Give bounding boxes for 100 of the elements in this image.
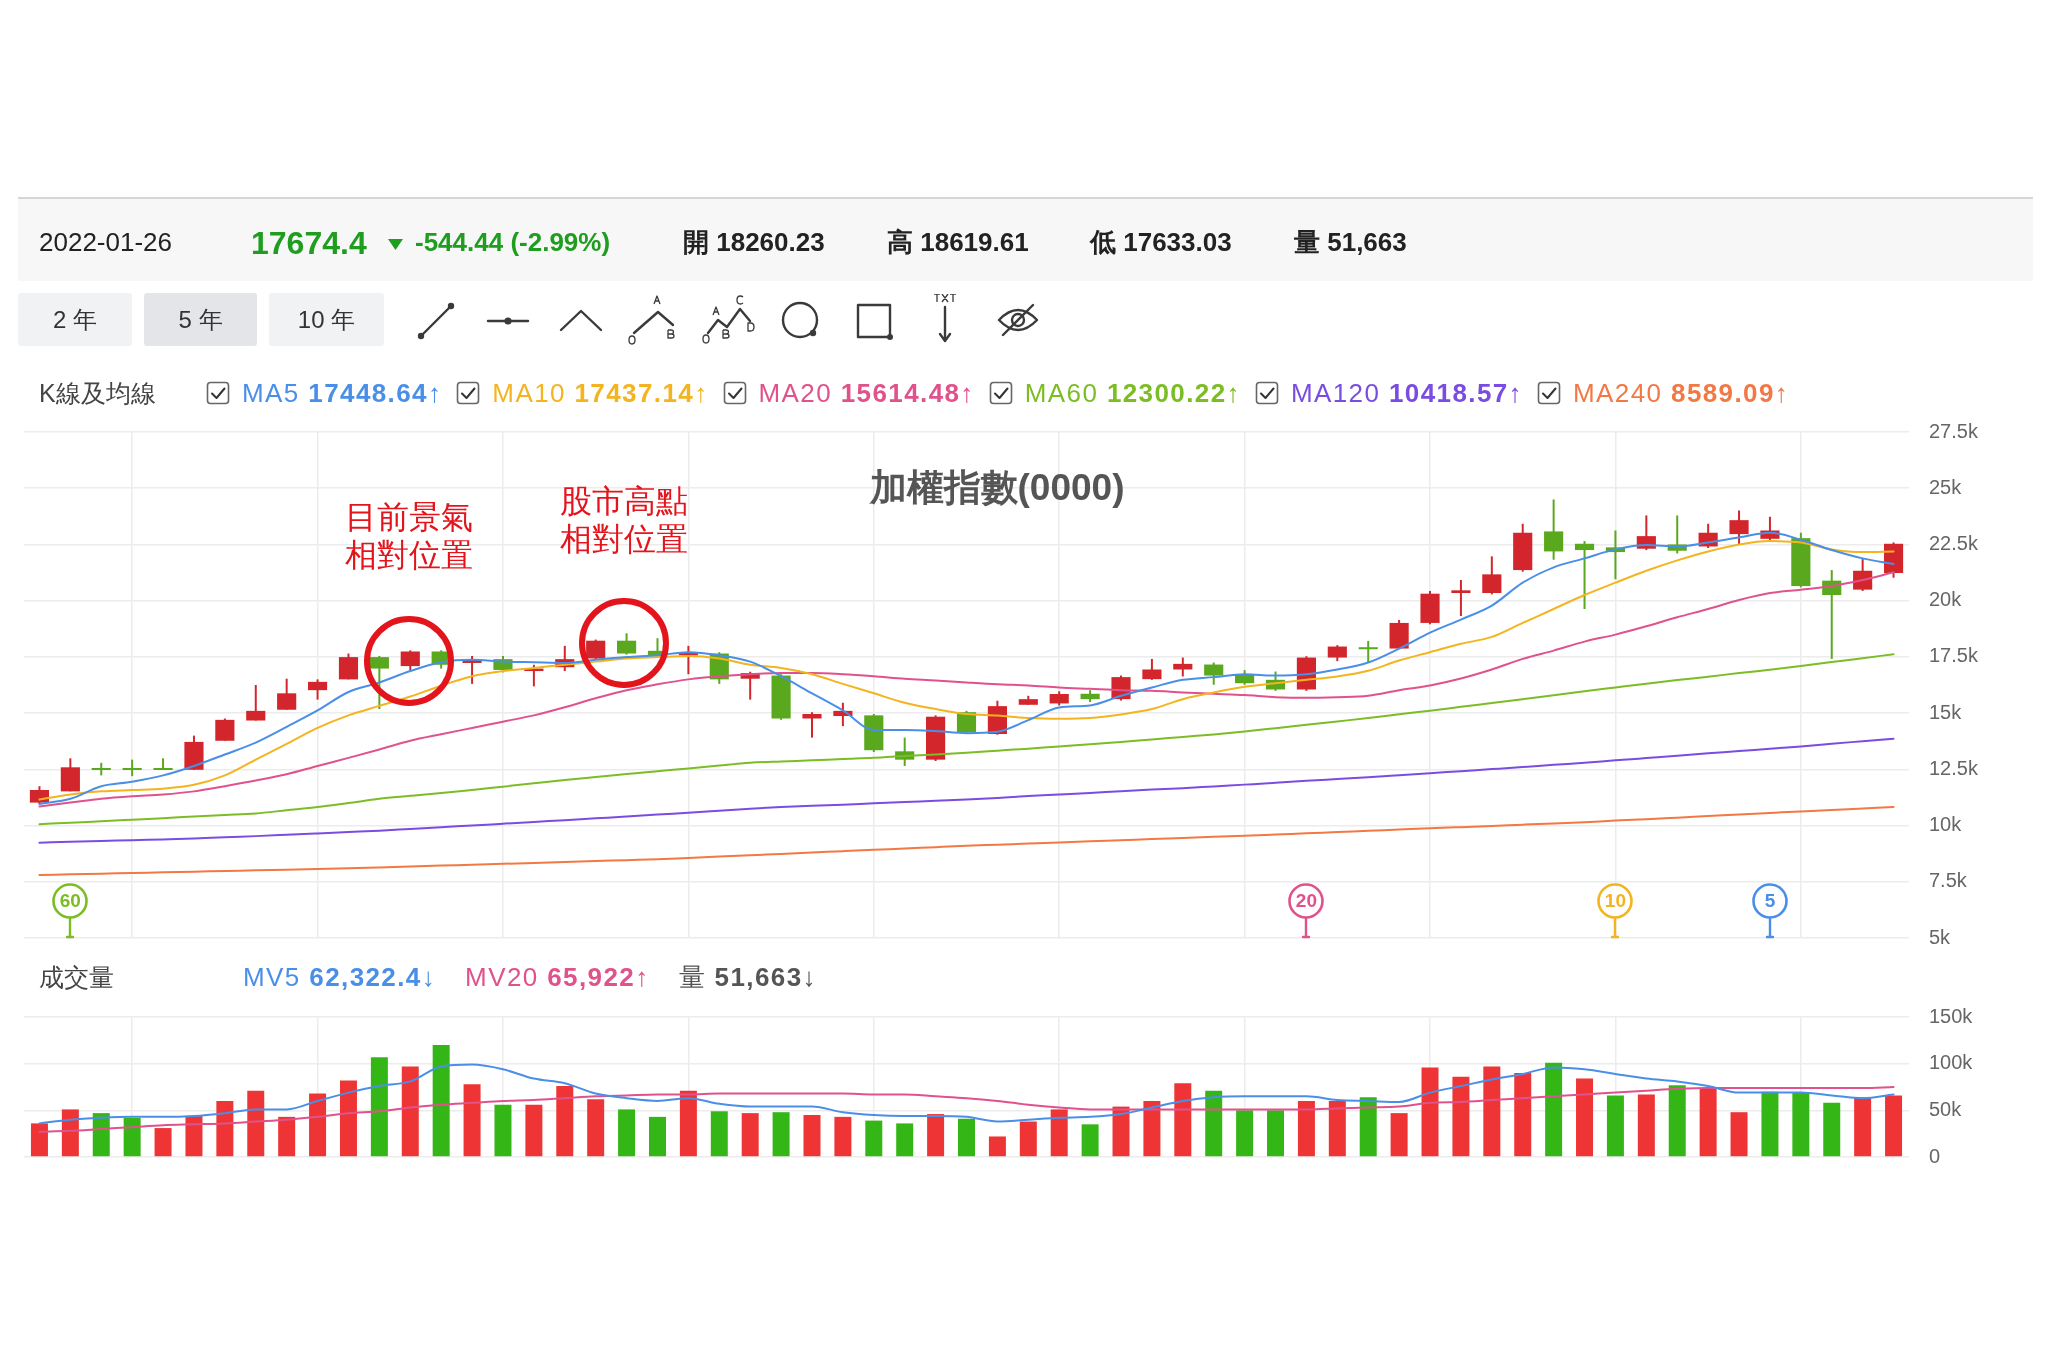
y-tick-label: 150k	[1929, 1004, 1974, 1027]
text: 5 年	[178, 305, 223, 334]
bar	[1668, 1085, 1686, 1157]
bar	[525, 1104, 543, 1157]
bar	[494, 1104, 512, 1157]
bar	[30, 1123, 48, 1157]
bar	[247, 1090, 265, 1157]
y-tick-label: 100k	[1929, 1051, 1974, 1074]
y-tick-label: 25k	[1929, 475, 1963, 498]
y-tick-label: 0	[1929, 1144, 1941, 1167]
bar	[1359, 1097, 1377, 1157]
text: 加權指數(0000)	[869, 465, 1125, 510]
text: 17674.4	[251, 223, 367, 263]
bar	[463, 1084, 481, 1157]
text: 高 18619.61	[887, 227, 1029, 259]
legend-title: 成交量	[39, 962, 114, 992]
text: MA5 17448.64↑	[242, 378, 443, 408]
annotation: 20	[1295, 889, 1317, 913]
bar	[1081, 1124, 1099, 1157]
y-tick-label: 17.5k	[1929, 644, 1979, 667]
text: MA120 10418.57↑	[1290, 378, 1524, 408]
bar	[1112, 1106, 1130, 1157]
line-series	[38, 1063, 1895, 1125]
y-tick-label: 22.5k	[1929, 531, 1979, 554]
y-tick-label: 27.5k	[1929, 419, 1979, 442]
text: 低 17633.03	[1090, 227, 1232, 259]
text: -544.44 (-2.99%)	[415, 227, 611, 259]
bar	[1699, 1088, 1717, 1157]
bar	[1297, 1101, 1315, 1157]
annotation: 60	[59, 889, 81, 913]
y-tick-label: 20k	[1929, 588, 1963, 611]
text: 2 年	[52, 305, 97, 334]
bar	[988, 1136, 1006, 1157]
bar	[865, 1120, 883, 1157]
bar	[216, 1101, 234, 1157]
y-tick-label: 10k	[1929, 813, 1963, 836]
bar	[1205, 1090, 1223, 1157]
y-tick-label: 12.5k	[1929, 756, 1979, 779]
text: 10 年	[297, 305, 356, 334]
bar	[370, 1057, 388, 1157]
bar	[309, 1093, 327, 1157]
line-series	[38, 653, 1895, 826]
y-tick-label: 5k	[1929, 925, 1952, 948]
text: 量 51,663	[1294, 227, 1407, 259]
annotation: 5	[1764, 889, 1776, 913]
bar	[1545, 1062, 1563, 1157]
line-series	[38, 1086, 1895, 1133]
annotation: 10	[1604, 889, 1626, 913]
bar	[1854, 1097, 1872, 1157]
text: MA60 12300.22↑	[1024, 378, 1241, 408]
bar	[679, 1090, 697, 1157]
text: MV20 65,922↑	[465, 962, 650, 992]
bar	[1174, 1083, 1192, 1157]
bar	[1823, 1102, 1841, 1157]
bar	[123, 1117, 141, 1157]
bar	[772, 1112, 790, 1157]
y-tick-label: 7.5k	[1929, 869, 1968, 892]
text: MA240 8589.09↑	[1573, 378, 1790, 408]
bar	[1885, 1095, 1903, 1157]
legend-title: K線及均線	[39, 378, 156, 408]
bar	[61, 1109, 79, 1157]
bar	[1421, 1067, 1439, 1157]
line-series	[38, 805, 1895, 877]
bar	[1143, 1101, 1161, 1157]
bar	[927, 1114, 945, 1157]
bar	[958, 1118, 975, 1157]
bar	[401, 1066, 419, 1157]
bar	[834, 1116, 852, 1157]
text: 2022-01-26	[39, 227, 172, 259]
bar	[278, 1116, 296, 1157]
bar	[648, 1116, 666, 1157]
bar	[154, 1128, 172, 1157]
bar	[1576, 1078, 1594, 1157]
bar	[1452, 1076, 1470, 1157]
bar	[1730, 1112, 1748, 1157]
text: 開 18260.23	[683, 227, 825, 259]
bar	[741, 1113, 759, 1157]
bar	[432, 1045, 450, 1157]
bar	[556, 1086, 574, 1157]
annotation: 目前景氣相對位置	[344, 498, 474, 574]
line-series	[38, 737, 1895, 844]
y-tick-label: 50k	[1929, 1097, 1963, 1120]
bar	[803, 1115, 821, 1157]
bar	[1236, 1110, 1254, 1157]
text: MV5 62,322.4↓	[243, 962, 437, 992]
bar	[339, 1080, 357, 1157]
text: MA10 17437.14↑	[492, 378, 709, 408]
bar	[92, 1113, 110, 1157]
bar	[1019, 1121, 1037, 1157]
bar	[1606, 1095, 1624, 1157]
bar	[896, 1123, 914, 1157]
bar	[710, 1111, 728, 1157]
text: MA20 15614.48↑	[758, 378, 975, 408]
bar	[1792, 1092, 1810, 1157]
bar	[1761, 1091, 1779, 1157]
y-tick-label: 15k	[1929, 700, 1963, 723]
bar	[587, 1099, 605, 1157]
bar	[1483, 1066, 1501, 1157]
bar	[1050, 1109, 1068, 1157]
bar	[1637, 1094, 1655, 1157]
